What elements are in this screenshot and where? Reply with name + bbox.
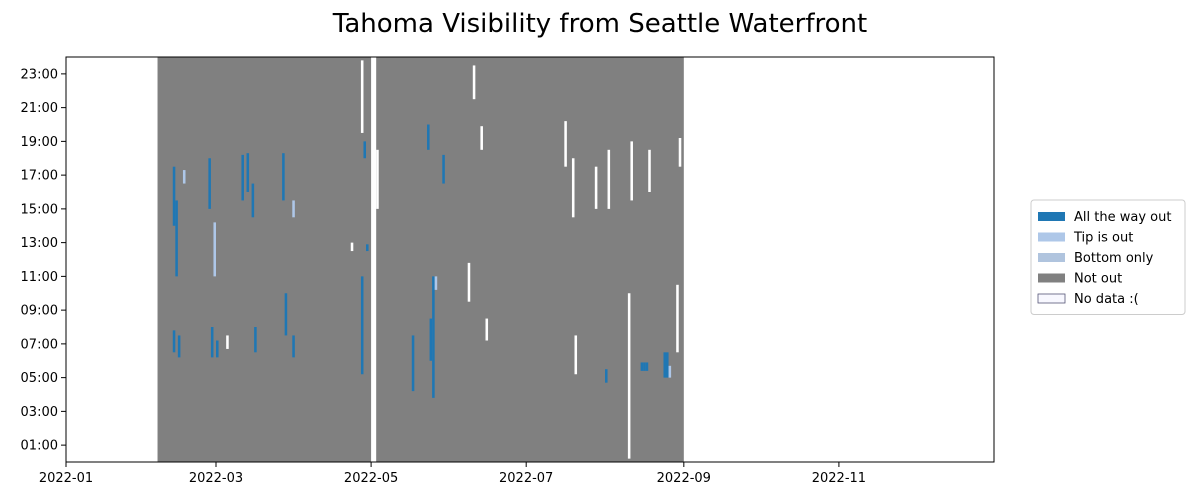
x-tick-label: 2022-11 bbox=[812, 471, 866, 486]
visibility-cell bbox=[663, 352, 667, 378]
visibility-cell bbox=[640, 362, 644, 371]
visibility-cell bbox=[645, 362, 649, 371]
visibility-cell bbox=[172, 330, 176, 353]
visibility-cell bbox=[210, 327, 214, 358]
legend-label: Bottom only bbox=[1074, 251, 1154, 266]
y-tick-label: 11:00 bbox=[21, 270, 58, 285]
visibility-cell bbox=[177, 335, 181, 358]
legend-label: Tip is out bbox=[1073, 231, 1133, 246]
visibility-cell bbox=[643, 362, 646, 371]
y-tick-label: 23:00 bbox=[21, 67, 58, 82]
y-tick-label: 03:00 bbox=[21, 405, 58, 420]
legend-box bbox=[1030, 199, 1186, 315]
legend-swatch bbox=[1038, 273, 1065, 283]
visibility-cell bbox=[363, 141, 367, 159]
visibility-cell bbox=[282, 153, 285, 201]
visibility-cell bbox=[251, 183, 255, 218]
visibility-cell bbox=[668, 365, 672, 378]
legend-swatch bbox=[1038, 253, 1065, 262]
y-tick-label: 17:00 bbox=[21, 169, 58, 184]
visibility-cell bbox=[442, 154, 445, 184]
y-tick-label: 21:00 bbox=[21, 101, 58, 116]
x-tick-label: 2022-03 bbox=[189, 471, 243, 486]
y-tick-label: 19:00 bbox=[21, 135, 58, 150]
visibility-cell bbox=[376, 149, 379, 209]
plot-area bbox=[66, 57, 994, 462]
legend-swatch bbox=[1037, 293, 1066, 304]
visibility-cell bbox=[429, 318, 433, 361]
y-tick-label: 13:00 bbox=[21, 236, 58, 251]
visibility-cell bbox=[360, 60, 364, 133]
y-tick-label: 09:00 bbox=[21, 304, 58, 319]
visibility-cell bbox=[208, 158, 211, 209]
visibility-cell bbox=[485, 318, 489, 341]
visibility-cell bbox=[574, 335, 578, 375]
visibility-cell bbox=[175, 200, 178, 277]
visibility-cell bbox=[467, 262, 471, 302]
visibility-cell bbox=[678, 138, 682, 167]
visibility-cell bbox=[246, 153, 250, 192]
y-tick-label: 01:00 bbox=[21, 439, 58, 454]
visibility-cell bbox=[607, 149, 611, 209]
visibility-cell bbox=[434, 276, 438, 290]
visibility-cell bbox=[427, 124, 430, 150]
visibility-cell bbox=[172, 166, 176, 226]
x-tick-label: 2022-05 bbox=[344, 471, 398, 486]
y-axis: 01:00 03:00 05:00 07:00 09:00 11:00 13:00 15:00… bbox=[21, 67, 66, 454]
y-tick-label: 07:00 bbox=[21, 337, 58, 352]
legend-label: No data :( bbox=[1074, 292, 1139, 307]
plot-frame bbox=[65, 56, 995, 463]
base-region bbox=[157, 57, 684, 462]
visibility-cell bbox=[360, 276, 364, 375]
visibility-cell bbox=[594, 166, 598, 209]
visibility-cell bbox=[366, 244, 369, 252]
visibility-cell bbox=[350, 242, 354, 252]
visibility-cell bbox=[564, 121, 567, 167]
visibility-cell bbox=[411, 335, 415, 392]
visibility-cell bbox=[284, 293, 288, 336]
visibility-cell bbox=[648, 149, 651, 192]
x-tick-label: 2022-01 bbox=[39, 471, 93, 486]
visibility-cell bbox=[213, 222, 217, 277]
visibility-cell bbox=[472, 65, 476, 100]
visibility-cell bbox=[627, 293, 631, 459]
no-data-gap bbox=[371, 57, 377, 462]
visibility-cell bbox=[480, 126, 483, 150]
y-tick-label: 05:00 bbox=[21, 371, 58, 386]
visibility-cell bbox=[432, 276, 435, 398]
visibility-cell bbox=[630, 141, 633, 201]
visibility-cell bbox=[292, 335, 295, 358]
visibility-cell bbox=[254, 327, 257, 353]
x-tick-label: 2022-07 bbox=[499, 471, 553, 486]
legend-label: All the way out bbox=[1074, 210, 1171, 225]
visibility-cell bbox=[605, 369, 608, 383]
visibility-cell bbox=[216, 340, 219, 358]
legend-swatch bbox=[1038, 212, 1065, 221]
visibility-cell bbox=[292, 200, 295, 218]
visibility-cell bbox=[676, 284, 679, 353]
legend-swatch bbox=[1038, 232, 1065, 242]
visibility-cell bbox=[241, 154, 244, 201]
y-tick-label: 15:00 bbox=[21, 202, 58, 217]
visibility-cell bbox=[182, 170, 186, 184]
legend-label: Not out bbox=[1074, 272, 1122, 287]
chart-title: Tahoma Visibility from Seattle Waterfron… bbox=[332, 9, 867, 39]
x-axis: 2022-01 2022-03 2022-05 2022-07 2022-09 2022-… bbox=[39, 462, 866, 486]
visibility-cell bbox=[666, 352, 669, 378]
legend: All the way out Tip is out Bottom only Not … bbox=[1030, 199, 1186, 315]
visibility-cell bbox=[226, 335, 229, 349]
visibility-cell bbox=[571, 158, 575, 218]
x-tick-label: 2022-09 bbox=[657, 471, 711, 486]
